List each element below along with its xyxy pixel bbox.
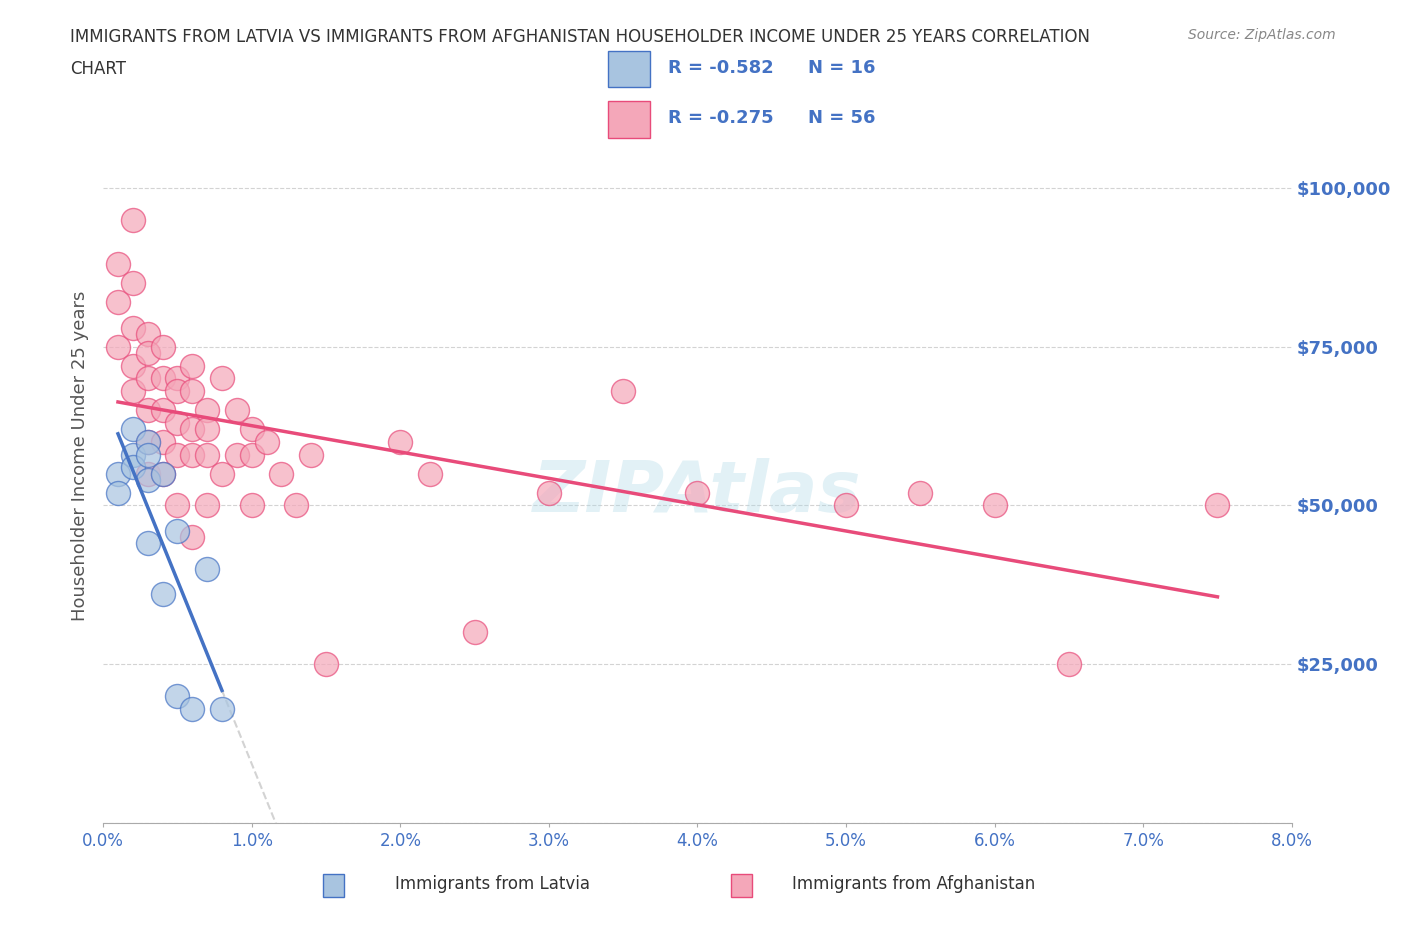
Point xyxy=(166,688,188,703)
Point xyxy=(612,383,634,398)
Point xyxy=(166,447,188,462)
Point xyxy=(1206,498,1229,512)
Point xyxy=(419,466,441,481)
Point xyxy=(211,371,233,386)
Point xyxy=(299,447,322,462)
Point xyxy=(270,466,292,481)
FancyBboxPatch shape xyxy=(609,50,650,87)
Text: R = -0.275: R = -0.275 xyxy=(668,109,773,126)
Point xyxy=(315,657,337,671)
Point xyxy=(166,524,188,538)
Point xyxy=(166,383,188,398)
Point xyxy=(121,275,143,290)
Point xyxy=(195,562,218,577)
Point xyxy=(181,358,204,373)
Point xyxy=(225,447,247,462)
Point xyxy=(195,421,218,436)
Text: IMMIGRANTS FROM LATVIA VS IMMIGRANTS FROM AFGHANISTAN HOUSEHOLDER INCOME UNDER 2: IMMIGRANTS FROM LATVIA VS IMMIGRANTS FRO… xyxy=(70,28,1090,46)
Point xyxy=(240,447,263,462)
Text: R = -0.582: R = -0.582 xyxy=(668,60,773,77)
Point xyxy=(152,587,174,602)
Point xyxy=(121,358,143,373)
Point xyxy=(285,498,308,512)
Point xyxy=(121,320,143,335)
Point xyxy=(910,485,932,500)
Point xyxy=(166,371,188,386)
Point xyxy=(136,472,159,487)
Point xyxy=(983,498,1005,512)
Point xyxy=(195,447,218,462)
Point xyxy=(152,403,174,418)
Point xyxy=(107,485,129,500)
Point xyxy=(225,403,247,418)
Point xyxy=(136,536,159,551)
Point xyxy=(181,701,204,716)
Point xyxy=(166,416,188,431)
Point xyxy=(136,346,159,361)
Point xyxy=(136,434,159,449)
Text: CHART: CHART xyxy=(70,60,127,78)
Point xyxy=(211,701,233,716)
Text: Source: ZipAtlas.com: Source: ZipAtlas.com xyxy=(1188,28,1336,42)
Point xyxy=(211,466,233,481)
Text: Immigrants from Afghanistan: Immigrants from Afghanistan xyxy=(792,875,1036,893)
Point xyxy=(107,257,129,272)
Point xyxy=(195,403,218,418)
Point xyxy=(121,212,143,227)
Text: N = 56: N = 56 xyxy=(808,109,876,126)
Text: N = 16: N = 16 xyxy=(808,60,876,77)
Point xyxy=(181,447,204,462)
Point xyxy=(136,447,159,462)
Point xyxy=(240,421,263,436)
Point xyxy=(136,403,159,418)
Point xyxy=(537,485,560,500)
Point xyxy=(166,498,188,512)
Point xyxy=(181,383,204,398)
Text: Immigrants from Latvia: Immigrants from Latvia xyxy=(395,875,589,893)
Point xyxy=(181,530,204,545)
Point xyxy=(107,295,129,310)
Point xyxy=(136,466,159,481)
Point xyxy=(389,434,412,449)
Text: ZIPAtlas: ZIPAtlas xyxy=(533,458,862,527)
Point xyxy=(121,447,143,462)
Point xyxy=(464,625,486,640)
FancyBboxPatch shape xyxy=(609,100,650,138)
Point xyxy=(121,421,143,436)
Point xyxy=(107,466,129,481)
Point xyxy=(152,339,174,354)
Y-axis label: Householder Income Under 25 years: Householder Income Under 25 years xyxy=(72,291,89,621)
Point xyxy=(152,434,174,449)
Point xyxy=(181,421,204,436)
Point xyxy=(136,434,159,449)
Point xyxy=(686,485,709,500)
Point xyxy=(121,459,143,474)
Point xyxy=(152,466,174,481)
Point xyxy=(152,371,174,386)
Point xyxy=(121,383,143,398)
Point xyxy=(195,498,218,512)
Point xyxy=(136,326,159,341)
Point xyxy=(152,466,174,481)
Point xyxy=(1057,657,1080,671)
Point xyxy=(240,498,263,512)
Point xyxy=(136,371,159,386)
Point xyxy=(107,339,129,354)
Point xyxy=(835,498,858,512)
Point xyxy=(256,434,278,449)
